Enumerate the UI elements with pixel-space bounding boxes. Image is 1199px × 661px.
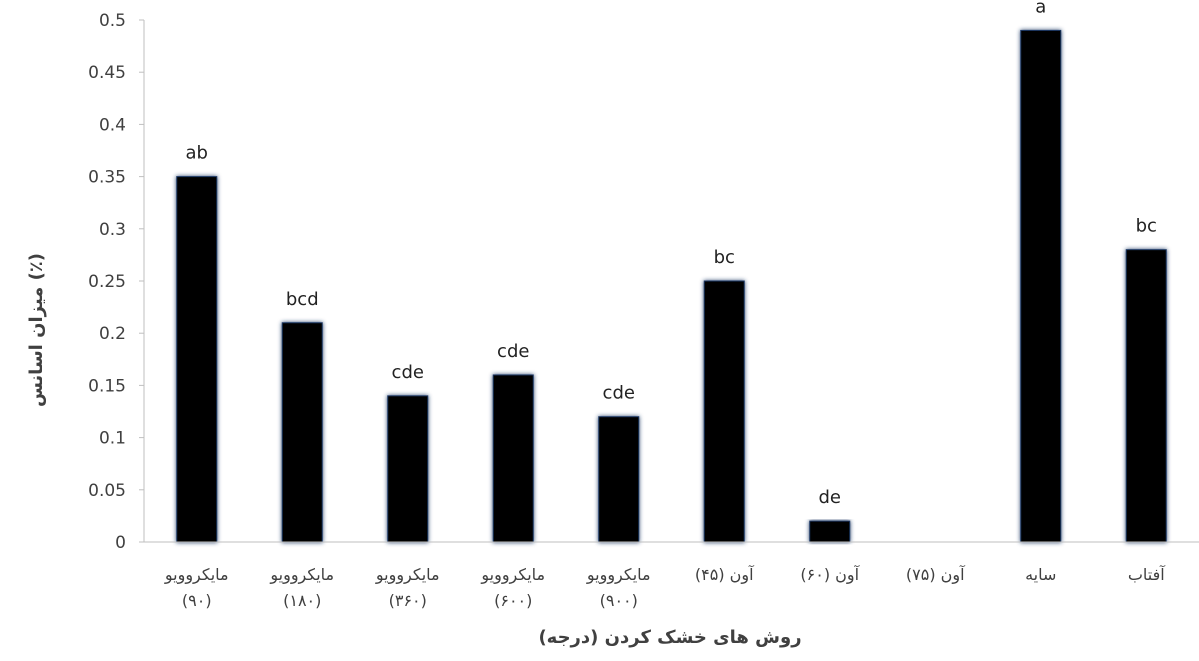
data-label: bc: [714, 247, 735, 268]
x-axis-title: روش های خشک کردن (درجه): [538, 627, 801, 648]
y-tick-label: 0.25: [88, 272, 126, 292]
y-axis-tick-labels: 0 0.05 0.1 0.15 0.2 0.25 0.3 0.35 0.4 0.45 0.5: [88, 11, 144, 553]
bar: [809, 520, 851, 543]
y-tick-label: 0.5: [99, 11, 126, 31]
y-tick-label: 0.35: [88, 168, 126, 188]
data-label: cde: [497, 341, 529, 362]
x-category-label: مایکروویو: [480, 565, 545, 585]
x-category-label: آون (۶۰): [800, 565, 860, 585]
data-label: de: [819, 487, 842, 508]
x-category-label: (۱۸۰): [283, 591, 321, 610]
bar: [176, 176, 218, 543]
data-label: a: [1035, 0, 1046, 17]
bar: [598, 416, 640, 543]
y-axis-title: (٪) میزان اسانس: [26, 253, 47, 407]
x-category-label: مایکروویو: [269, 565, 334, 585]
x-category-label: آفتاب: [1128, 565, 1166, 584]
x-category-label: مایکروویو: [586, 565, 651, 585]
bar: [1125, 249, 1167, 543]
y-tick-label: 0.4: [99, 115, 126, 135]
data-label: cde: [603, 383, 635, 404]
y-tick-label: 0.05: [88, 481, 126, 501]
y-tick-label: 0.15: [88, 376, 126, 396]
x-category-label: (۶۰۰): [494, 591, 532, 610]
x-category-label: مایکروویو: [164, 565, 229, 585]
y-tick-label: 0.3: [99, 220, 126, 240]
x-category-label: مایکروویو: [375, 565, 440, 585]
x-axis-category-labels: مایکروویو (۹۰) مایکروویو (۱۸۰) مایکروویو (۳۶۰…: [164, 565, 1166, 610]
x-category-label: سایه: [1025, 565, 1056, 584]
data-label: bcd: [286, 289, 319, 310]
data-labels-group: ab bcd cde cde cde bc de a bc: [186, 0, 1157, 508]
y-tick-label: 0: [115, 533, 126, 553]
x-category-label: (۹۰): [182, 591, 212, 610]
bar: [281, 322, 323, 543]
x-category-label: (۳۶۰): [389, 591, 427, 610]
x-category-label: آون (۴۵): [695, 565, 755, 585]
y-tick-label: 0.2: [99, 324, 126, 344]
x-category-label: (۹۰۰): [600, 591, 638, 610]
y-tick-label: 0.1: [99, 429, 126, 449]
bar: [703, 280, 745, 543]
bar: [492, 374, 534, 543]
x-category-label: آون (۷۵): [906, 565, 966, 585]
data-label: cde: [392, 362, 424, 383]
data-label: ab: [186, 143, 208, 164]
y-tick-label: 0.45: [88, 63, 126, 83]
data-label: bc: [1136, 216, 1157, 237]
bars-group: [176, 29, 1167, 543]
bar: [387, 395, 429, 543]
bar: [1020, 29, 1062, 543]
